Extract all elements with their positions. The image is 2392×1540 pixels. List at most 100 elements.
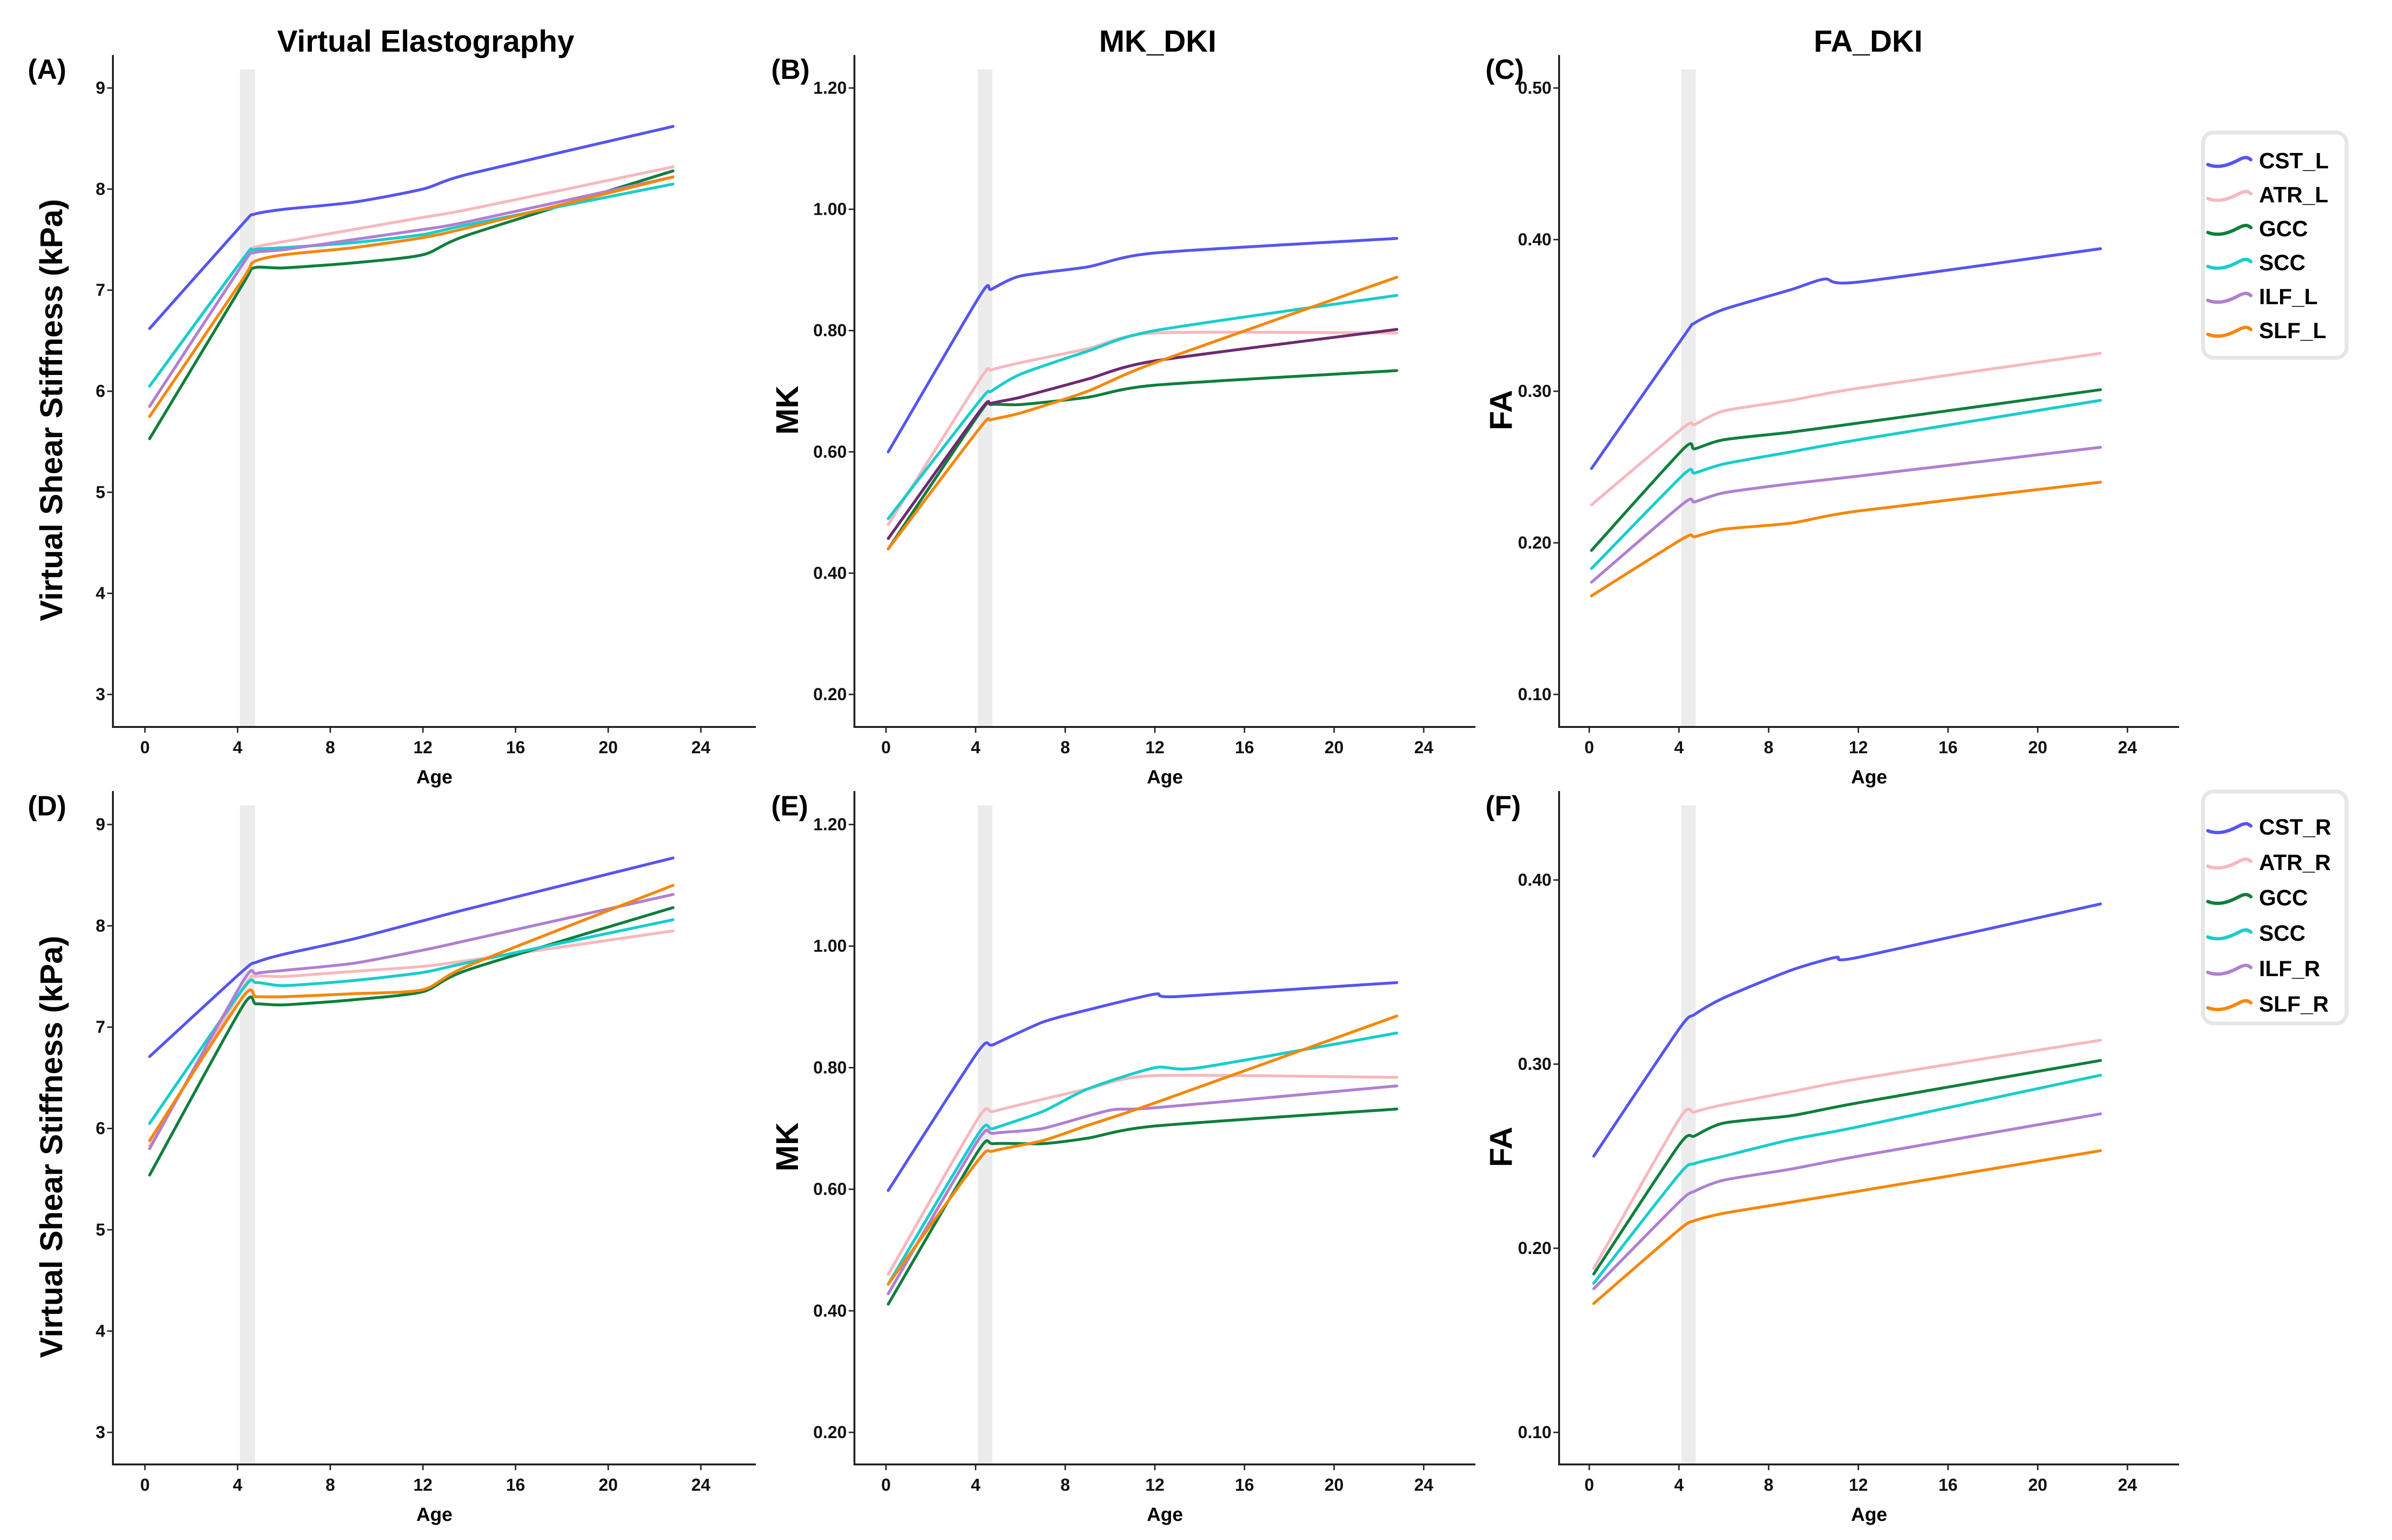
series-line-gcc <box>1590 388 2102 552</box>
legend-right: CST_R ATR_R GCC SCC ILF_R SLF_R <box>2201 790 2348 1025</box>
series-line-scc <box>148 918 675 1125</box>
y-tick-label: 8 <box>96 179 105 198</box>
y-tick-label: 6 <box>96 1119 105 1138</box>
x-tick-label: 0 <box>140 737 150 757</box>
y-tick-label: 0.40 <box>813 563 847 583</box>
axes <box>853 55 1475 728</box>
legend-entry-label: SCC <box>2259 250 2305 275</box>
y-tick-label: 3 <box>96 684 105 704</box>
y-tick-label: 9 <box>96 814 105 834</box>
y-tick-label: 7 <box>96 1017 105 1037</box>
y-tick-label: 1.00 <box>813 936 847 956</box>
shaded-age-band <box>240 69 255 727</box>
legend-entry-label: ILF_L <box>2259 284 2318 309</box>
series-line-cst-l <box>886 237 1398 453</box>
series-line-ilf-r <box>886 1084 1398 1296</box>
x-tick-label: 16 <box>506 1475 525 1495</box>
series-line-gcc <box>148 169 675 440</box>
y-tick-label: 1.20 <box>813 814 847 834</box>
x-tick-label: 16 <box>506 737 525 757</box>
x-tick-label: 4 <box>971 737 980 757</box>
y-axis-label: FA <box>1483 390 1518 430</box>
panels: 3 4 5 6 7 8 9 0 4 8 12 16 20 24 Age Virtual Shear Stiff… <box>28 54 2179 1525</box>
x-tick-label: 0 <box>1584 1475 1594 1495</box>
legends: CST_L ATR_L GCC SCC ILF_L SLF_L CST_R ATR_R GCC S… <box>2201 131 2348 1025</box>
legend-line-icon <box>2206 257 2253 270</box>
y-tick-label: 0.40 <box>1518 230 1551 249</box>
y-tick-label: 0.80 <box>813 1057 847 1077</box>
y-tick-label: 4 <box>96 583 105 603</box>
series-line-gcc <box>886 1107 1398 1306</box>
y-tick-label: 0.40 <box>1518 870 1551 890</box>
legend-line-icon <box>2206 928 2253 941</box>
x-tick-label: 24 <box>1414 737 1433 757</box>
x-tick-label: 20 <box>1325 1475 1344 1495</box>
axes <box>853 791 1475 1465</box>
legend-left: CST_L ATR_L GCC SCC ILF_L SLF_L <box>2201 131 2348 360</box>
x-tick-label: 4 <box>1674 737 1683 757</box>
x-tick-label: 12 <box>1849 737 1868 757</box>
x-tick-label: 12 <box>1849 1475 1868 1495</box>
legend-entry-label: SLF_L <box>2259 318 2326 343</box>
panel-label: (E) <box>771 791 808 822</box>
panel-label: (B) <box>771 54 810 85</box>
legend-box <box>2201 131 2348 360</box>
x-tick-label: 20 <box>2028 737 2047 757</box>
panel-e: 0.20 0.40 0.60 0.80 1.00 1.20 0 4 8 12 16 20 24 Age MK… <box>769 791 1475 1525</box>
y-tick-label: 0.40 <box>813 1301 847 1320</box>
legend-line-icon <box>2206 189 2253 202</box>
series-line-slf-r <box>1592 1149 2102 1305</box>
y-tick-label: 0.20 <box>1518 533 1551 552</box>
legend-line-icon <box>2206 822 2253 835</box>
legend-line-icon <box>2206 892 2253 905</box>
x-tick-label: 8 <box>325 737 335 757</box>
series-line-gcc <box>1592 1059 2102 1276</box>
x-tick-label: 4 <box>233 737 243 757</box>
x-tick-label: 0 <box>881 737 891 757</box>
x-tick-label: 16 <box>1938 1475 1958 1495</box>
x-axis-label: Age <box>416 1504 453 1525</box>
series-line-scc <box>1592 1074 2102 1285</box>
series-line-cst-l <box>148 125 675 330</box>
series-line-ilf-r <box>1592 1112 2102 1290</box>
series-line-cst-r <box>1592 902 2102 1158</box>
y-tick-label: 6 <box>96 381 105 401</box>
x-tick-label: 8 <box>1061 1475 1070 1495</box>
y-tick-label: 0.20 <box>813 684 847 704</box>
series-line-slf-l <box>1590 481 2102 597</box>
y-tick-label: 0.10 <box>1518 1422 1551 1442</box>
series-line-atr-r <box>886 1074 1398 1276</box>
y-tick-label: 1.00 <box>813 199 847 219</box>
legend-entry-label: SCC <box>2259 921 2305 946</box>
series-line-atr-r <box>1592 1038 2102 1270</box>
series-line-cst-r <box>148 856 675 1058</box>
series-line-scc <box>886 294 1398 520</box>
axes <box>1558 55 2179 728</box>
x-tick-label: 0 <box>1584 737 1594 757</box>
y-tick-label: 0.10 <box>1518 684 1551 704</box>
series-line-scc <box>1590 399 2102 570</box>
series-line-slf-r <box>886 1014 1398 1286</box>
legend-line-icon <box>2206 963 2253 976</box>
legend-entry-label: SLF_R <box>2259 991 2329 1016</box>
x-tick-label: 12 <box>1145 737 1164 757</box>
y-tick-label: 0.60 <box>813 442 847 462</box>
y-tick-label: 0.60 <box>813 1179 847 1199</box>
column-title-virtual-elastography: Virtual Elastography <box>277 24 575 58</box>
x-tick-label: 4 <box>971 1475 980 1495</box>
y-tick-label: 0.50 <box>1518 78 1551 98</box>
y-tick-label: 1.20 <box>813 78 847 98</box>
series-line-ilf-l <box>886 328 1398 540</box>
legend-box <box>2201 790 2348 1025</box>
x-tick-label: 12 <box>413 1475 432 1495</box>
x-tick-label: 20 <box>1325 737 1344 757</box>
legend-line-icon <box>2206 999 2253 1012</box>
series-line-slf-r <box>148 884 675 1142</box>
series-line-ilf-l <box>148 175 675 408</box>
x-axis-label: Age <box>416 767 453 788</box>
x-tick-label: 4 <box>233 1475 243 1495</box>
legend-line-icon <box>2206 223 2253 236</box>
legend-entry-label: CST_R <box>2259 814 2331 839</box>
axes <box>1558 791 2179 1465</box>
series-line-atr-l <box>1590 352 2102 506</box>
